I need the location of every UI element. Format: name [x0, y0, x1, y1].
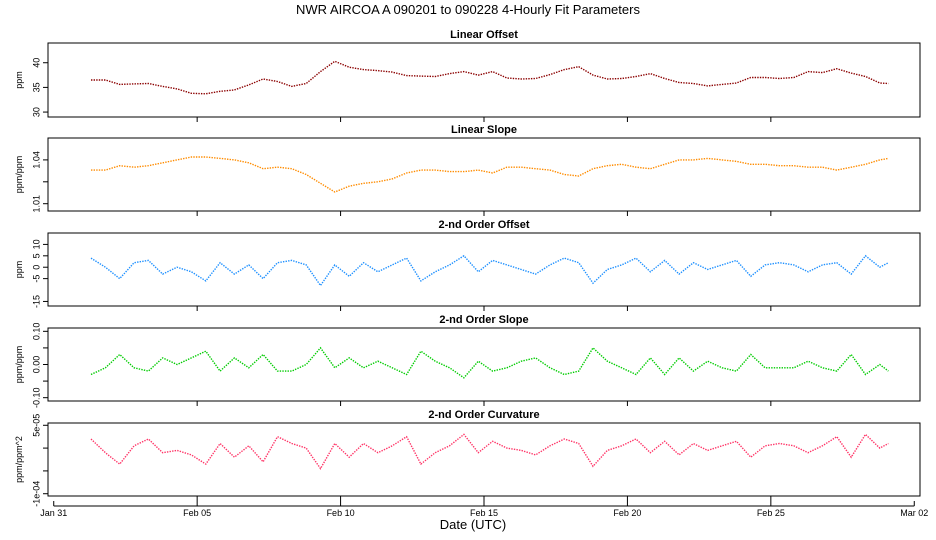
x-tick-label: Mar 02 — [900, 508, 928, 518]
panel-title-1: Linear Offset — [450, 29, 518, 41]
panel-title-5: 2-nd Order Curvature — [428, 409, 539, 421]
y-tick-label-3: -5 — [31, 275, 41, 283]
y-tick-label-3: 10 — [31, 239, 41, 249]
x-tick-label: Feb 25 — [757, 508, 785, 518]
y-axis-label-1: ppm — [14, 71, 24, 89]
y-tick-label-2: 1.01 — [31, 195, 41, 213]
x-tick-label: Feb 15 — [470, 508, 498, 518]
panel-title-3: 2-nd Order Offset — [438, 219, 529, 231]
y-tick-label-1: 35 — [31, 82, 41, 92]
figure-title: NWR AIRCOA A 090201 to 090228 4-Hourly F… — [296, 2, 640, 17]
panel-frame-1 — [47, 42, 921, 118]
y-tick-label-1: 30 — [31, 107, 41, 117]
y-axis-label-3: ppm — [14, 261, 24, 279]
x-tick-label: Feb 10 — [327, 508, 355, 518]
y-tick-label-4: 0.00 — [31, 356, 41, 374]
y-tick-label-3: 5 — [31, 253, 41, 258]
panel-title-2: Linear Slope — [451, 124, 517, 136]
series-line-1 — [91, 60, 889, 95]
y-axis-label-2: ppm/ppm — [14, 156, 24, 194]
y-tick-label-1: 40 — [31, 58, 41, 68]
series-line-4 — [90, 346, 889, 379]
panel-frame-2 — [47, 137, 921, 212]
y-tick-label-4: 0.10 — [31, 323, 41, 341]
panel-title-4: 2-nd Order Slope — [439, 314, 528, 326]
panel-frame-3 — [47, 232, 921, 307]
y-tick-label-2: 1.04 — [31, 151, 41, 169]
y-axis-label-4: ppm/ppm — [14, 346, 24, 384]
y-tick-label-3: 0 — [31, 265, 41, 270]
panel-frame-5 — [47, 422, 921, 497]
x-tick-label: Feb 05 — [183, 508, 211, 518]
y-tick-label-5: 5e-05 — [31, 414, 41, 437]
y-axis-label-5: ppm/ppm^2 — [14, 436, 24, 483]
y-tick-label-4: -0.10 — [31, 387, 41, 408]
y-tick-label-3: -15 — [31, 295, 41, 308]
series-line-5 — [90, 433, 889, 470]
x-axis-label: Date (UTC) — [439, 517, 507, 532]
series-line-3 — [90, 254, 889, 287]
y-tick-label-5: -1e-04 — [31, 481, 41, 507]
x-tick-label: Feb 20 — [613, 508, 641, 518]
x-tick-label: Jan 31 — [40, 508, 67, 518]
series-line-2 — [91, 156, 889, 193]
